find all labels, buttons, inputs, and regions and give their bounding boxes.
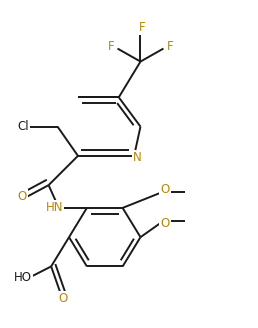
Text: F: F [139, 21, 145, 34]
Text: O: O [160, 183, 169, 195]
Text: N: N [133, 151, 142, 164]
Text: O: O [59, 293, 68, 305]
Text: O: O [18, 190, 27, 203]
Text: O: O [160, 217, 169, 230]
Text: Cl: Cl [17, 120, 29, 133]
Text: HN: HN [45, 201, 63, 214]
Text: F: F [166, 40, 173, 53]
Text: F: F [108, 40, 115, 53]
Text: HO: HO [14, 271, 32, 284]
